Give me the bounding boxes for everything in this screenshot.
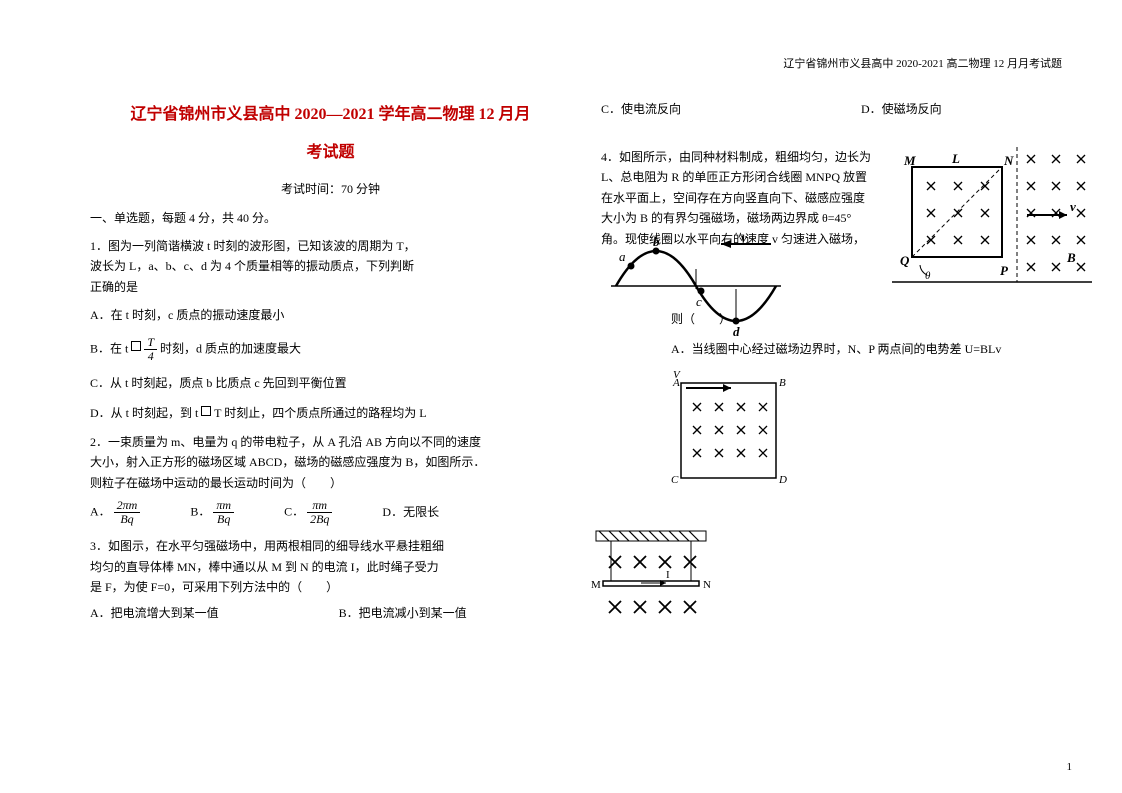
q4-optA: A．当线圈中心经过磁场边界时，N、P 两点间的电势差 U=BLv [671,339,1082,359]
q2-svg: A B C D V [671,368,791,488]
q2-optC: C． πm2Bq [284,499,332,526]
title-sub: 考试题 [90,138,571,162]
svg-text:L: L [951,151,960,166]
q1-optC: C．从 t 时刻起，质点 b 比质点 c 先回到平衡位置 [90,373,571,393]
svg-text:N: N [1003,153,1014,168]
question-3: 3．如图示，在水平匀强磁场中，用两根相同的细导线水平悬挂粗细均匀的直导体棒 MN… [90,536,571,624]
exam-time: 考试时间：70 分钟 [90,180,571,197]
page-header: 辽宁省锦州市义县高中 2020-2021 高二物理 12 月月考试题 [783,55,1062,71]
svg-text:B: B [779,377,786,389]
q3-options-ab: A．把电流增大到某一值 B．把电流减小到某一值 [90,603,571,623]
content-columns: 辽宁省锦州市义县高中 2020—2021 学年高二物理 12 月月 考试题 考试… [90,100,1082,632]
q3-optA: A．把电流增大到某一值 [90,603,219,623]
svg-text:Q: Q [900,253,910,268]
q2-stem: 2．一束质量为 m、电量为 q 的带电粒子，从 A 孔沿 AB 方向以不同的速度… [90,432,490,493]
q1-optB: B．在 t T4 时刻，d 质点的加速度最大 [90,336,571,363]
q2-optB: B． πmBq [190,499,234,526]
q3-optC: C．使电流反向 [601,100,681,117]
q4-stem: 4．如图所示，由同种材料制成，粗细均匀，边长为 L、总电阻为 R 的单匝正方形闭… [601,147,871,249]
svg-text:M: M [591,579,601,591]
q1-optD: D．从 t 时刻起，到 t T 时刻止，四个质点所通过的路程均为 L [90,403,571,423]
section-heading: 一、单选题，每题 4 分，共 40 分。 [90,209,571,226]
svg-text:v: v [1070,199,1076,214]
svg-text:B: B [1066,250,1076,265]
q4-svg: M L N Q P B v θ [892,147,1092,307]
question-2: 2．一束质量为 m、电量为 q 的带电粒子，从 A 孔沿 AB 方向以不同的速度… [90,432,571,527]
question-4: 4．如图所示，由同种材料制成，粗细均匀，边长为 L、总电阻为 R 的单匝正方形闭… [601,147,1082,494]
q1-stem: 1．图为一列简谐横波 t 时刻的波形图，已知该波的周期为 T，波长为 L，a、b… [90,236,420,297]
q4-figure: M L N Q P B v θ [892,147,1092,313]
q1-optA: A．在 t 时刻，c 质点的振动速度最小 [90,305,571,325]
q3-options-cd: C．使电流反向 D．使磁场反向 [601,100,1082,117]
q3-optB: B．把电流减小到某一值 [339,603,467,623]
q3-stem: 3．如图示，在水平匀强磁场中，用两根相同的细导线水平悬挂粗细均匀的直导体棒 MN… [90,536,450,597]
svg-text:M: M [903,153,916,168]
page-number: 1 [1067,761,1073,773]
svg-text:C: C [671,474,679,486]
svg-text:V: V [673,369,681,381]
question-1: 1．图为一列简谐横波 t 时刻的波形图，已知该波的周期为 T，波长为 L，a、b… [90,236,571,424]
svg-text:θ: θ [925,270,931,282]
left-column: 辽宁省锦州市义县高中 2020—2021 学年高二物理 12 月月 考试题 考试… [90,100,571,632]
q2-optD: D．无限长 [382,502,439,522]
q3-optD: D．使磁场反向 [861,100,942,117]
right-column: C．使电流反向 D．使磁场反向 4．如图所示，由同种材料制成，粗细均匀，边长为 … [601,100,1082,632]
q2-options: A． 2πmBq B． πmBq C． πm2Bq D．无限长 [90,499,571,526]
q4-figure-2: A B C D V [671,368,1082,494]
title-main: 辽宁省锦州市义县高中 2020—2021 学年高二物理 12 月月 [90,100,571,124]
q2-optA: A． 2πmBq [90,499,140,526]
svg-text:D: D [778,474,787,486]
svg-text:P: P [1000,263,1009,278]
